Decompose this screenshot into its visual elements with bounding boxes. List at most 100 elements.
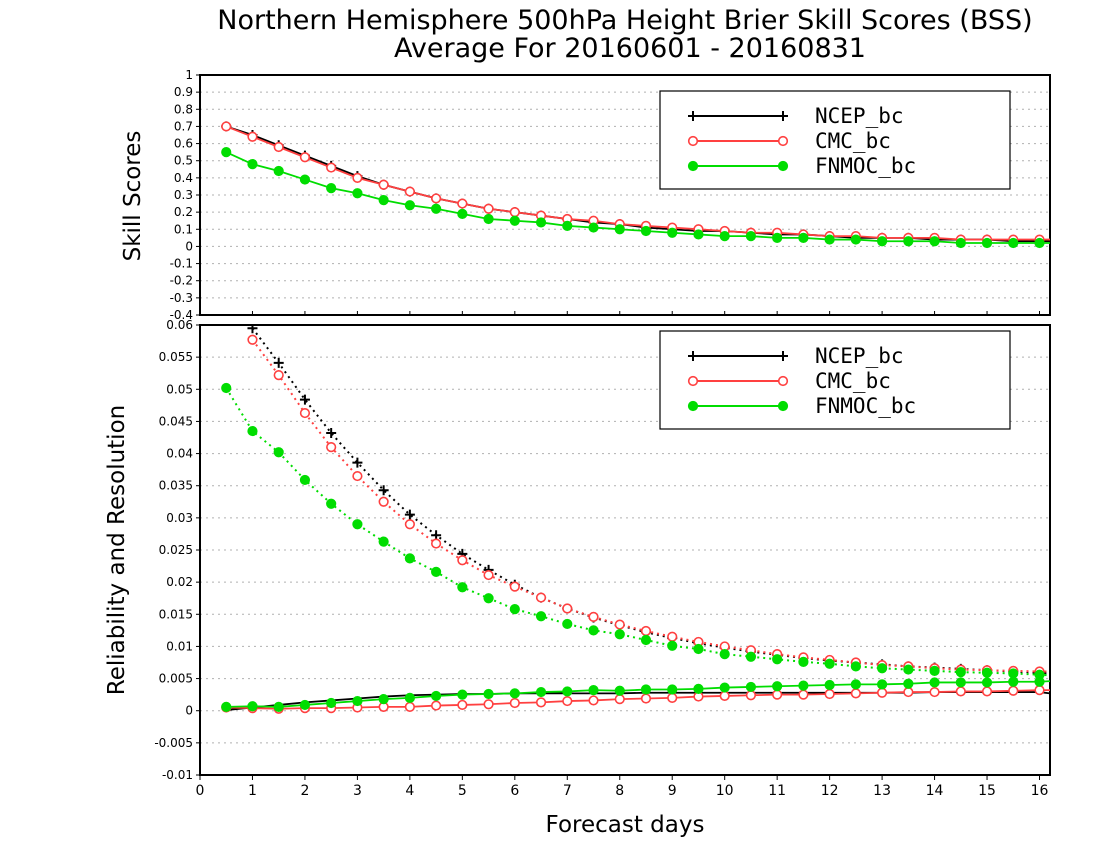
top-cmc-bc-point [352, 172, 363, 183]
bottom-fnmoc-bc-dotted-point [667, 640, 678, 651]
top-fnmoc-bc-point [693, 229, 704, 240]
bottom-fnmoc-bc-dotted-point [509, 604, 520, 615]
bottom-y-tick-label: 0.04 [166, 447, 193, 461]
bottom-series-5-solid-point [876, 679, 888, 690]
bottom-series-4-solid-point [824, 688, 835, 700]
bottom-fnmoc-bc-dotted-point [640, 634, 652, 646]
bottom-y-tick-label: 0.05 [166, 382, 193, 396]
bottom-series-4-solid-point [667, 692, 678, 703]
bottom-cmc-bc-dotted-point [247, 334, 258, 345]
bottom-cmc-bc-dotted-point [273, 370, 284, 381]
bottom-cmc-bc-dotted-point [509, 581, 520, 592]
x-tick-label: 1 [248, 783, 257, 799]
top-y-axis-label: Skill Scores [120, 131, 146, 262]
top-y-tick-label: 0.8 [174, 102, 193, 116]
bottom-cmc-bc-dotted-point [378, 496, 389, 507]
top-fnmoc-bc-point [640, 225, 652, 237]
top-fnmoc-bc-point [667, 227, 678, 238]
bottom-cmc-bc-dotted-point [588, 611, 599, 622]
bottom-y-tick-label: 0.035 [159, 479, 193, 493]
bottom-series-5-solid-point [1034, 676, 1045, 687]
x-tick-label: 3 [353, 783, 362, 799]
bottom-fnmoc-bc-dotted-point [719, 649, 730, 660]
bottom-fnmoc-bc-dotted-point [562, 618, 573, 630]
bottom-series-4-solid-point [1034, 685, 1045, 696]
top-fnmoc-bc-point [1034, 237, 1045, 249]
bottom-plot-area [221, 325, 1050, 714]
bottom-fnmoc-bc-dotted-point [824, 658, 835, 669]
bottom-series-4-solid-point [745, 690, 757, 701]
bottom-series-5-solid-point [824, 679, 835, 691]
x-tick-label: 13 [873, 783, 891, 799]
bottom-fnmoc-bc-dotted-point [929, 665, 940, 676]
bottom-fnmoc-bc-dotted-point [535, 611, 547, 622]
top-fnmoc-bc-point [247, 159, 258, 170]
bottom-series-5-solid-point [667, 684, 678, 695]
bottom-ncep-bc-dotted-point [378, 485, 389, 496]
top-legend-item-cmc-bc: CMC_bc [687, 129, 891, 153]
legend-label: CMC_bc [815, 369, 891, 393]
bottom-fnmoc-bc-dotted-series [221, 382, 1050, 680]
bottom-fnmoc-bc-dotted-point [273, 447, 284, 458]
top-cmc-bc-point [247, 131, 258, 142]
top-fnmoc-bc-point [562, 220, 573, 231]
bottom-series-5-solid-point [247, 701, 258, 712]
skill-score-panel: 1 0.9 0.8 0.7 0.6 0.5 0.4 0.3 0.2 0.1 0 -0.1 -0.2 -0.… [170, 68, 1051, 322]
x-tick-label: 10 [716, 783, 734, 799]
bottom-series-4-solid-point [535, 697, 547, 708]
legend-label: NCEP_bc [815, 104, 904, 128]
bottom-ncep-bc-dotted-point [299, 394, 310, 405]
top-fnmoc-bc-point [588, 222, 599, 233]
bottom-series-5-solid-point [404, 692, 415, 703]
bottom-series-4-solid-point [404, 701, 415, 712]
bottom-series-4-solid-point [509, 697, 520, 709]
top-fnmoc-bc-point [221, 147, 232, 158]
bottom-y-tick-label: -0.005 [154, 736, 193, 750]
top-fnmoc-bc-point [483, 213, 494, 225]
legend-label: CMC_bc [815, 129, 891, 153]
bottom-ncep-bc-dotted-point [404, 509, 415, 520]
x-tick-label: 6 [510, 783, 519, 799]
bottom-fnmoc-bc-dotted-point [772, 654, 783, 665]
bottom-y-tick-label: 0.045 [159, 414, 193, 428]
x-tick-label: 16 [1031, 783, 1049, 799]
x-tick-label: 15 [978, 783, 996, 799]
top-y-tick-label: 0.4 [174, 171, 193, 185]
bottom-series-4-solid-point [876, 687, 888, 698]
x-tick-label: 4 [405, 783, 414, 799]
top-plot-frame [199, 74, 1051, 316]
legend-marker-right [777, 160, 789, 172]
bottom-fnmoc-bc-dotted-point [981, 667, 993, 678]
bottom-ncep-bc-dotted-point [326, 428, 337, 438]
top-cmc-bc-point [326, 162, 337, 173]
bottom-fnmoc-bc-dotted-point [955, 667, 966, 678]
top-fnmoc-bc-point [903, 236, 914, 247]
top-y-tick-label: 0 [185, 239, 193, 253]
bottom-series-5-solid-point [929, 677, 940, 688]
bottom-y-tick-label: 0.06 [166, 318, 193, 332]
top-fnmoc-bc-point [850, 234, 861, 245]
bottom-cmc-bc-dotted-point [352, 470, 363, 482]
bottom-fnmoc-bc-dotted-point [221, 382, 232, 394]
bottom-series-5-solid-point [352, 695, 363, 707]
top-cmc-bc-point [273, 141, 284, 153]
top-fnmoc-bc-point [326, 183, 337, 194]
bottom-fnmoc-bc-dotted-point [483, 593, 494, 604]
top-y-tick-label: 0.1 [174, 222, 193, 236]
bottom-series-5-solid-point [299, 699, 311, 711]
legend-marker-right [777, 400, 789, 412]
bottom-series-5-solid-point [588, 685, 599, 696]
top-cmc-bc-point [221, 121, 232, 132]
bottom-series-5-solid-point [903, 678, 914, 689]
top-cmc-bc-point [431, 193, 442, 204]
bottom-series-5-solid-point [955, 677, 966, 688]
reliability-resolution-panel: 0.060.0550.050.0450.040.0350.030.0250.02… [154, 318, 1051, 799]
x-tick-label: 9 [668, 783, 677, 799]
top-y-tick-label: -0.4 [170, 308, 193, 322]
bottom-series-5-solid-point [378, 694, 389, 705]
bottom-cmc-bc-dotted-point [614, 619, 625, 630]
bottom-series-5-solid-point [798, 680, 809, 691]
bottom-fnmoc-bc-dotted-point [614, 629, 625, 640]
bottom-series-4-solid-point [457, 699, 468, 711]
